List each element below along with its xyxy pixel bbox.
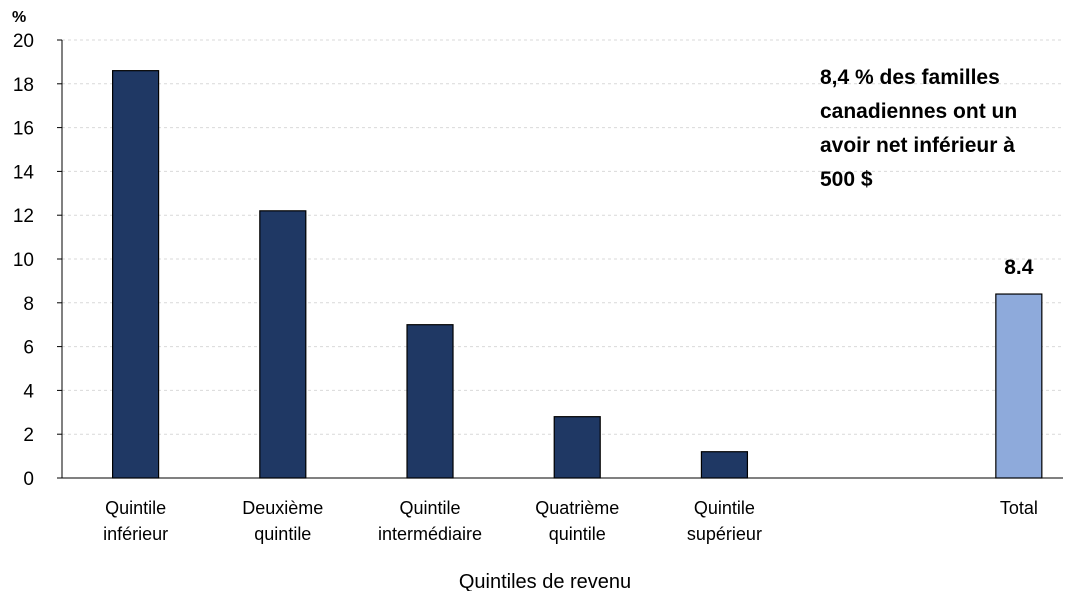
bar: [406, 324, 454, 479]
y-tick-label: 8: [23, 294, 34, 315]
bar: [112, 70, 160, 479]
annotation-line: 8,4 % des familles: [820, 66, 1000, 89]
annotation-line: canadiennes ont un: [820, 100, 1017, 123]
x-category-labels: Quintile inférieur Deuxième quintile Quintil…: [103, 498, 1038, 544]
x-tick-label: Quintile supérieur: [687, 498, 762, 544]
x-tick-label: Quatrième quintile: [535, 498, 619, 544]
y-tick-label: 10: [13, 250, 34, 271]
x-tick-label: Deuxième quintile: [242, 498, 323, 544]
data-labels: 8.4: [1004, 256, 1034, 279]
bar: [553, 416, 601, 479]
y-tick-label: 12: [13, 206, 34, 227]
bar: [259, 210, 307, 479]
x-tick-label: Total: [1000, 498, 1038, 518]
y-tick-label: 18: [13, 75, 34, 96]
y-tick-label: 2: [23, 425, 34, 446]
annotation-line: 500 $: [820, 168, 873, 191]
annotation-text: 8,4 % des familles canadiennes ont un av…: [820, 66, 1023, 191]
y-tick-label: 4: [23, 381, 34, 402]
y-tick-label: 14: [13, 162, 35, 183]
y-tick-labels: 0 2 4 6 8 10 12 14 16 18 20: [13, 31, 62, 490]
x-tick-label: Quintile inférieur: [103, 498, 168, 544]
annotation-line: avoir net inférieur à: [820, 134, 1015, 157]
x-tick-label: Quintile intermédiaire: [378, 498, 482, 544]
bar: [700, 451, 749, 479]
bars: [112, 70, 1043, 479]
gridlines: [62, 39, 1063, 435]
y-tick-label: 0: [23, 469, 34, 490]
x-axis-label: Quintiles de revenu: [459, 571, 631, 591]
y-tick-label: 6: [23, 338, 34, 359]
y-axis-label: %: [12, 9, 26, 26]
bar: [995, 293, 1043, 479]
y-tick-label: 20: [13, 31, 34, 52]
data-label: 8.4: [1004, 256, 1034, 279]
y-tick-label: 16: [13, 119, 34, 140]
